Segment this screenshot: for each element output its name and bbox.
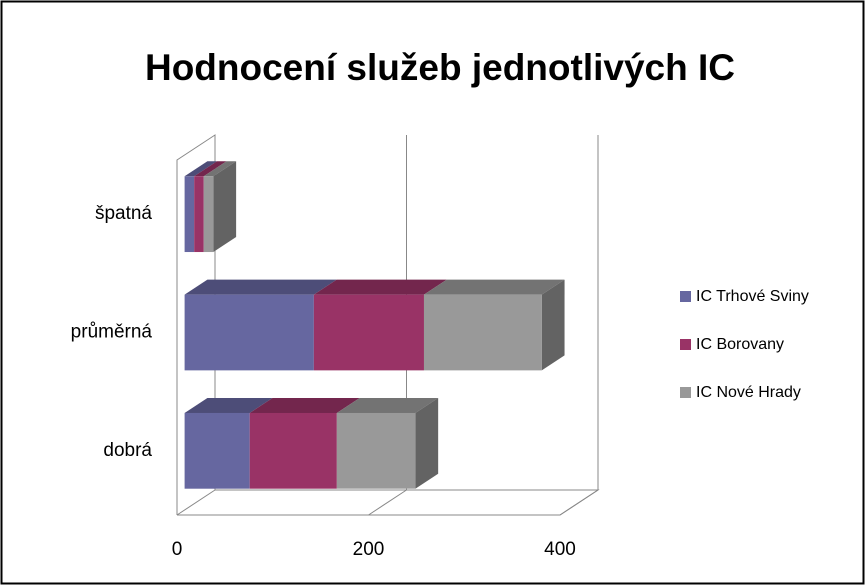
legend-swatch [680,339,691,350]
legend-swatch [680,387,691,398]
legend-label: IC Nové Hrady [696,384,801,401]
y-tick-label: špatná [95,203,152,224]
x-tick-label: 400 [544,539,576,560]
x-tick-label: 0 [172,539,183,560]
bar [423,294,542,371]
x-tick-label: 200 [353,539,385,560]
bar-side [541,279,565,371]
bar [184,412,250,489]
bar [336,412,416,489]
bar-top [203,161,237,177]
bar [249,412,337,489]
bar-side [213,161,237,253]
floor-grid-line [559,489,599,516]
bar-top [194,161,227,177]
bar [194,176,204,253]
bar-top [184,397,273,413]
bar-top [313,279,447,295]
y-tick-label: průměrná [71,322,153,343]
legend-label: IC Borovany [696,336,784,353]
floor-grid-line [368,489,407,516]
legend-swatch [680,291,691,302]
bar-side [415,397,439,489]
floor-grid-line [176,489,216,516]
bar-top [249,397,360,413]
bar-top [184,279,337,295]
legend-label: IC Trhové Sviny [696,288,809,305]
bar-top [336,397,439,413]
bar [203,176,214,253]
bar-top [184,161,217,177]
bar [313,294,424,371]
bar [184,176,195,253]
bar [184,294,314,371]
y-tick-label: dobrá [103,440,152,461]
chart-title: Hodnocení služeb jednotlivých IC [145,47,735,88]
bar-top [423,279,565,295]
